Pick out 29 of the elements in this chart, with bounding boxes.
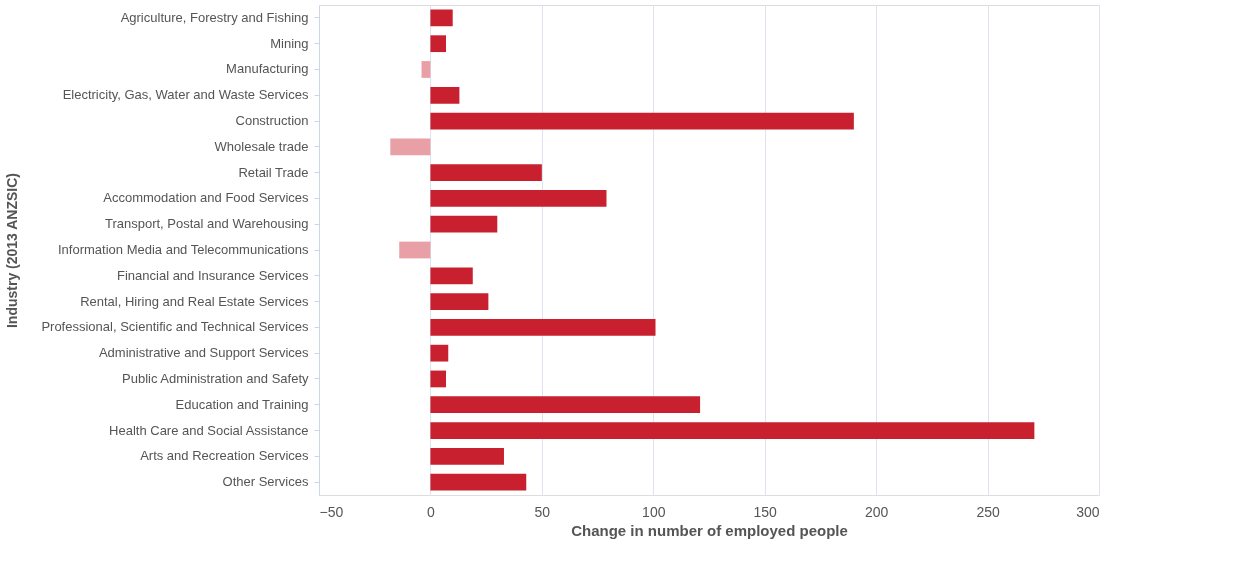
y-tick-label: Retail Trade bbox=[238, 164, 309, 180]
y-tick-label: Manufacturing bbox=[226, 61, 309, 77]
y-tick-label: Financial and Insurance Services bbox=[117, 267, 309, 283]
y-tick-label: Professional, Scientific and Technical Services bbox=[41, 319, 309, 335]
x-tick-label: 300 bbox=[1076, 503, 1100, 520]
x-tick-label: 0 bbox=[427, 503, 436, 520]
y-tick-label: Wholesale trade bbox=[214, 138, 309, 154]
y-tick-label: Administrative and Support Services bbox=[98, 345, 309, 361]
y-tick-label: Health Care and Social Assistance bbox=[109, 422, 309, 438]
x-tick-label: 150 bbox=[753, 503, 778, 520]
y-tick-label: Agriculture, Forestry and Fishing bbox=[120, 9, 309, 25]
y-tick-label: Arts and Recreation Services bbox=[140, 448, 309, 464]
y-tick-label: Education and Training bbox=[175, 396, 309, 412]
x-tick-label: −50 bbox=[319, 503, 344, 520]
y-axis-title: Industry (2013 ANZSIC) bbox=[3, 172, 20, 329]
y-tick-label: Construction bbox=[235, 113, 309, 129]
y-tick-label: Rental, Hiring and Real Estate Services bbox=[80, 293, 309, 309]
y-tick-label: Accommodation and Food Services bbox=[103, 190, 309, 206]
x-tick-label: 100 bbox=[642, 503, 666, 520]
y-tick-label: Mining bbox=[270, 35, 309, 51]
x-tick-label: 250 bbox=[976, 503, 1000, 520]
y-tick-label: Electricity, Gas, Water and Waste Services bbox=[62, 87, 309, 103]
x-tick-label: 50 bbox=[534, 503, 551, 520]
x-tick-label: 200 bbox=[864, 503, 889, 520]
x-axis-title: Change in number of employed people bbox=[571, 521, 848, 539]
y-tick-label: Public Administration and Safety bbox=[122, 370, 309, 386]
y-tick-label: Transport, Postal and Warehousing bbox=[104, 216, 309, 232]
y-tick-label: Information Media and Telecommunications bbox=[57, 242, 309, 257]
y-tick-label: Other Services bbox=[222, 474, 309, 490]
